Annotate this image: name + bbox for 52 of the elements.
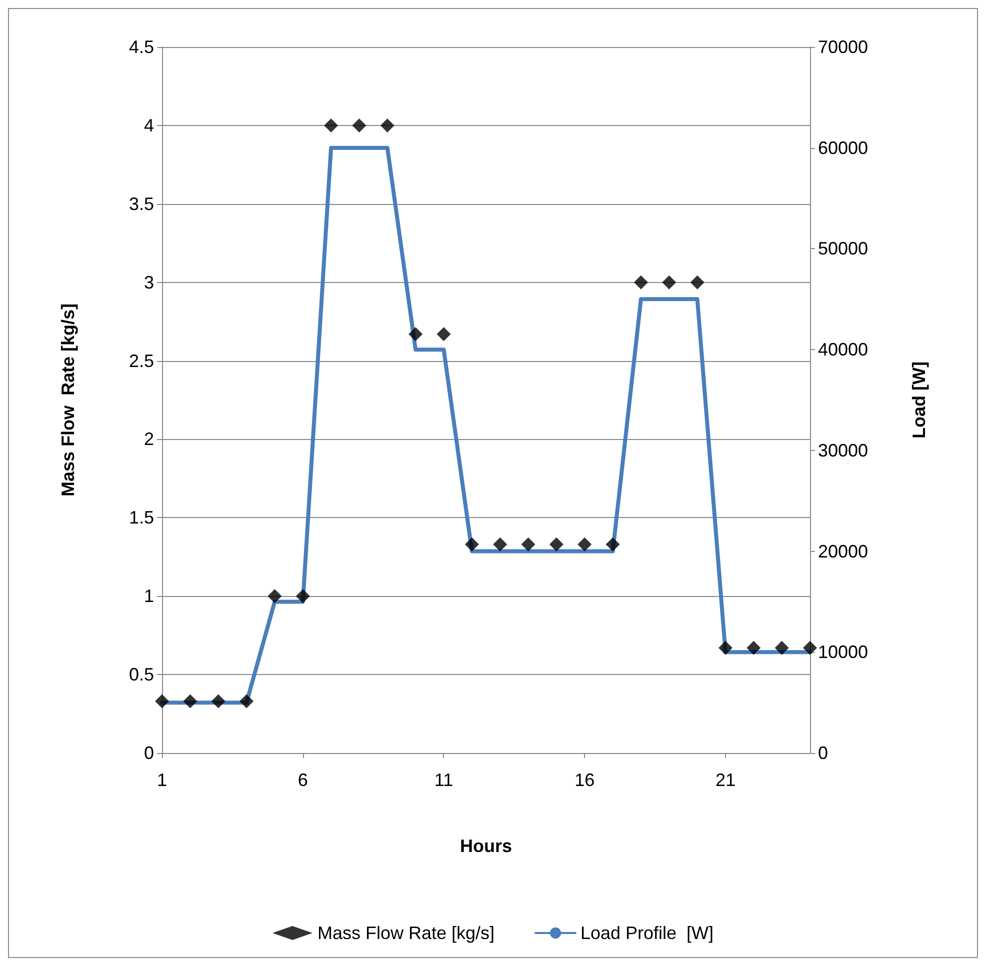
y-axis-title: Mass Flow Rate [kg/s] xyxy=(58,303,78,497)
point xyxy=(408,327,423,342)
point xyxy=(240,694,254,708)
point xyxy=(549,537,564,552)
point xyxy=(324,118,338,132)
point xyxy=(464,537,479,552)
y-tick-label: 1 xyxy=(144,586,154,606)
point xyxy=(690,275,704,290)
point xyxy=(352,118,366,132)
x-tick-label: 16 xyxy=(574,770,595,790)
y-tick-label: 3 xyxy=(144,272,154,292)
y-tick-label: 0.5 xyxy=(128,664,154,685)
y-tick-label: 4 xyxy=(144,115,154,136)
point xyxy=(803,640,817,655)
x-tick-label: 1 xyxy=(156,770,168,790)
point xyxy=(268,589,282,604)
y-tick-label: 2 xyxy=(144,429,154,450)
y2-tick-label: 20000 xyxy=(818,541,868,562)
y-tick-label: 1.5 xyxy=(128,508,154,528)
y-tick-label: 0 xyxy=(144,743,154,763)
x-axis-title: Hours xyxy=(460,836,512,856)
point xyxy=(436,327,451,342)
point xyxy=(493,537,508,552)
x-tick-label: 21 xyxy=(715,770,736,790)
point xyxy=(521,537,536,552)
y2-tick-label: 10000 xyxy=(818,642,868,662)
y2-tick-label: 50000 xyxy=(818,238,868,259)
point xyxy=(662,275,676,290)
point xyxy=(774,640,789,655)
y2-tick-label: 0 xyxy=(818,743,828,763)
point xyxy=(718,640,732,655)
point xyxy=(211,694,226,708)
point xyxy=(155,694,169,708)
y2-tick-label: 30000 xyxy=(818,440,868,460)
y2-tick-label: 70000 xyxy=(818,37,868,57)
point xyxy=(296,589,310,604)
point xyxy=(183,694,198,708)
point xyxy=(606,537,620,552)
y-tick-label: 2.5 xyxy=(128,350,154,371)
y-tick-label: 3.5 xyxy=(128,194,154,214)
y2-axis-title: Load [W] xyxy=(909,362,929,438)
x-tick-label: 11 xyxy=(434,770,454,790)
point xyxy=(380,118,394,132)
point xyxy=(746,640,761,655)
y2-tick-label: 40000 xyxy=(818,340,868,360)
y-tick-label: 4.5 xyxy=(128,37,154,57)
legend-label: Load Profile [W] xyxy=(580,923,714,943)
y2-tick-label: 60000 xyxy=(818,138,868,158)
x-tick-label: 6 xyxy=(298,770,308,790)
point xyxy=(634,275,648,290)
point xyxy=(578,537,592,552)
legend-label: Mass Flow Rate [kg/s] xyxy=(317,923,494,943)
